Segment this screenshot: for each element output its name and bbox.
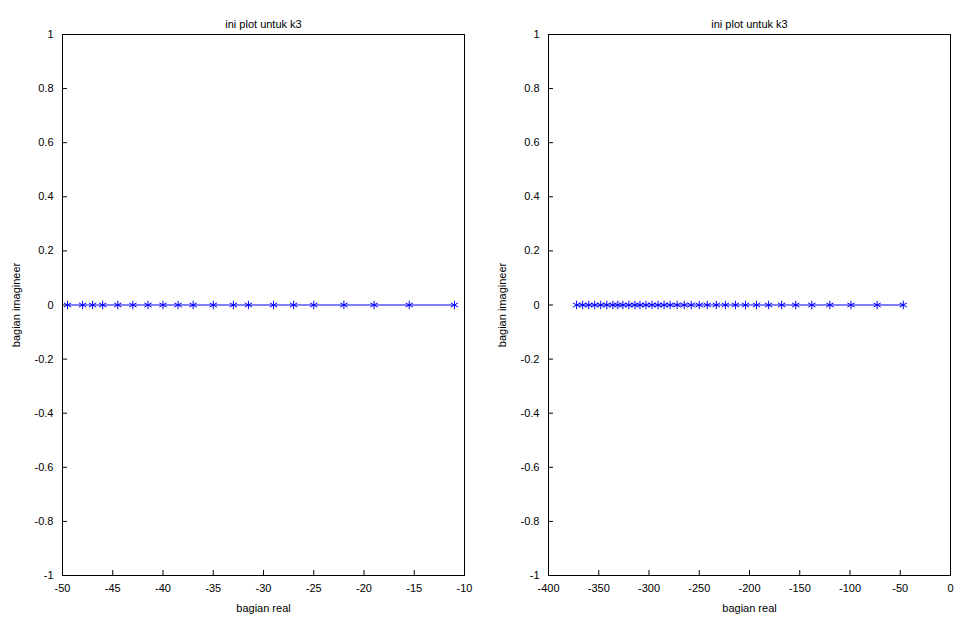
svg-text:1: 1 — [533, 28, 539, 40]
svg-text:-0.6: -0.6 — [521, 461, 540, 473]
svg-text:-1: -1 — [530, 569, 540, 581]
svg-text:-30: -30 — [256, 582, 272, 594]
svg-text:0.6: 0.6 — [38, 136, 53, 148]
svg-text:ini plot untuk k3: ini plot untuk k3 — [711, 18, 787, 30]
svg-text:0.8: 0.8 — [38, 82, 53, 94]
svg-text:1: 1 — [47, 28, 53, 40]
svg-text:-100: -100 — [839, 582, 861, 594]
svg-text:bagian real: bagian real — [236, 602, 290, 614]
svg-text:0.4: 0.4 — [38, 190, 53, 202]
svg-text:-350: -350 — [588, 582, 610, 594]
svg-text:-150: -150 — [789, 582, 811, 594]
svg-text:-45: -45 — [105, 582, 121, 594]
svg-text:-0.4: -0.4 — [521, 407, 540, 419]
svg-text:0.2: 0.2 — [524, 244, 539, 256]
svg-text:-0.2: -0.2 — [521, 353, 540, 365]
svg-text:-0.8: -0.8 — [35, 515, 54, 527]
svg-text:-0.6: -0.6 — [35, 461, 54, 473]
svg-text:ini plot untuk k3: ini plot untuk k3 — [225, 18, 301, 30]
svg-text:-20: -20 — [356, 582, 372, 594]
svg-text:-300: -300 — [638, 582, 660, 594]
svg-text:0: 0 — [947, 582, 953, 594]
svg-text:-400: -400 — [537, 582, 559, 594]
svg-text:-0.4: -0.4 — [35, 407, 54, 419]
svg-text:-40: -40 — [155, 582, 171, 594]
svg-text:bagian imagineer: bagian imagineer — [10, 262, 22, 347]
svg-text:-250: -250 — [688, 582, 710, 594]
svg-text:-25: -25 — [306, 582, 322, 594]
svg-text:bagian imagineer: bagian imagineer — [496, 262, 508, 347]
svg-text:-0.8: -0.8 — [521, 515, 540, 527]
svg-text:-0.2: -0.2 — [35, 353, 54, 365]
svg-text:0: 0 — [47, 299, 53, 311]
svg-text:0.4: 0.4 — [524, 190, 539, 202]
svg-text:bagian real: bagian real — [722, 602, 776, 614]
svg-text:-50: -50 — [55, 582, 71, 594]
svg-text:0.6: 0.6 — [524, 136, 539, 148]
svg-text:0.8: 0.8 — [524, 82, 539, 94]
svg-text:-50: -50 — [892, 582, 908, 594]
svg-text:-200: -200 — [738, 582, 760, 594]
svg-text:-10: -10 — [457, 582, 473, 594]
svg-text:0.2: 0.2 — [38, 244, 53, 256]
svg-text:-35: -35 — [205, 582, 221, 594]
svg-text:-1: -1 — [44, 569, 54, 581]
svg-text:0: 0 — [533, 299, 539, 311]
svg-text:-15: -15 — [406, 582, 422, 594]
